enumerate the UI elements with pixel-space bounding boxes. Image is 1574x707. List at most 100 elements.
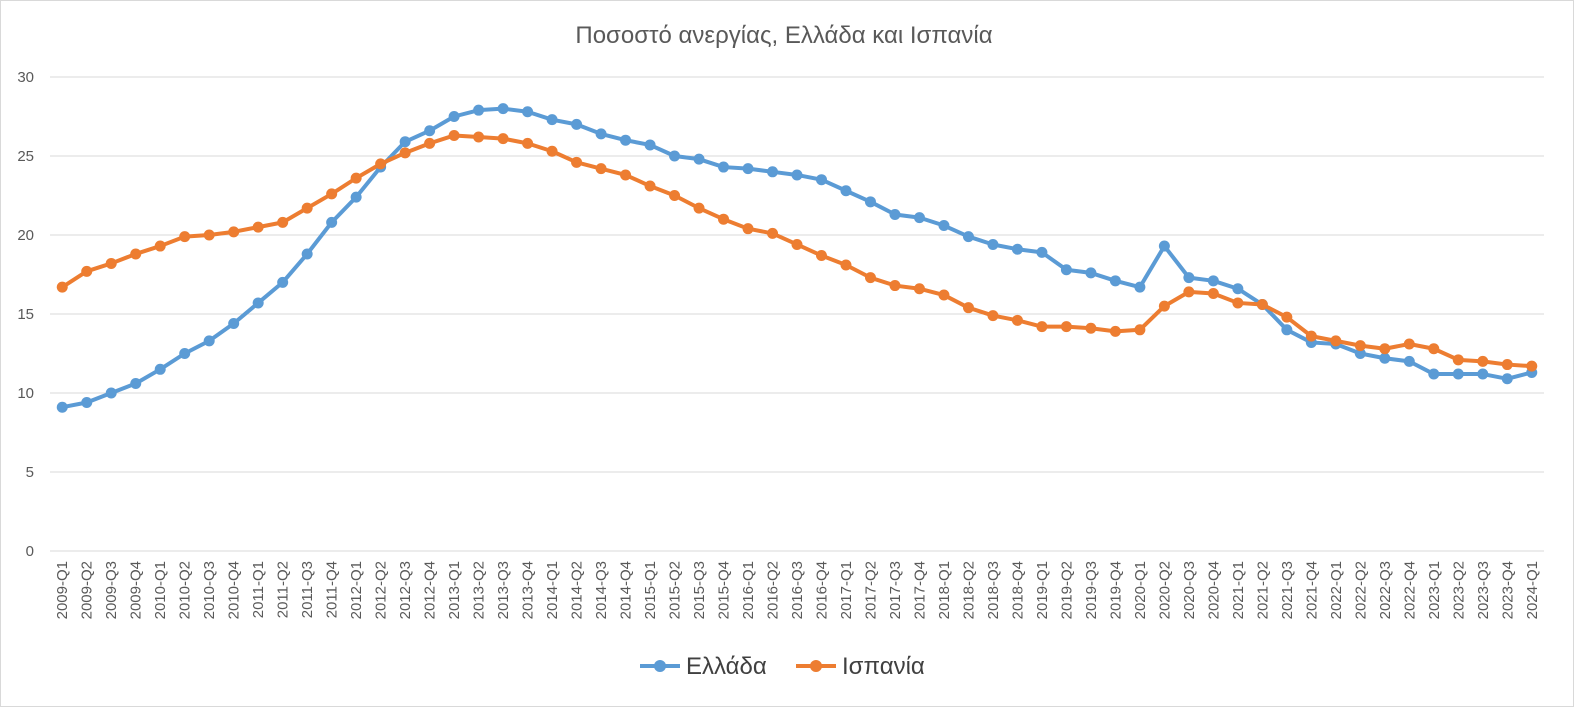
data-point (522, 137, 534, 149)
data-point (522, 106, 534, 118)
data-point (252, 297, 264, 309)
legend-item-2: Ισπανία (796, 653, 925, 680)
x-tick-label: 2018-Q4 (1009, 561, 1026, 619)
data-point (1379, 352, 1391, 364)
series-layer (56, 103, 1538, 413)
data-point (326, 188, 338, 200)
data-point (301, 248, 313, 260)
data-point (669, 150, 681, 162)
data-point (1428, 343, 1440, 355)
data-point (473, 131, 485, 143)
x-tick-label: 2020-Q2 (1156, 561, 1173, 619)
data-point (1134, 281, 1146, 293)
x-tick-label: 2023-Q4 (1499, 561, 1516, 619)
x-tick-label: 2013-Q2 (471, 561, 488, 619)
x-tick-label: 2024-Q1 (1524, 561, 1541, 619)
x-tick-label: 2018-Q2 (960, 561, 977, 619)
data-point (693, 202, 705, 214)
data-point (130, 378, 142, 390)
data-point (864, 272, 876, 284)
x-tick-label: 2013-Q3 (495, 561, 512, 619)
data-point (718, 213, 730, 225)
data-point (448, 111, 460, 122)
data-point (840, 259, 852, 271)
x-tick-label: 2020-Q3 (1181, 561, 1198, 619)
x-tick-label: 2021-Q3 (1279, 561, 1296, 619)
data-point (913, 212, 925, 224)
x-tick-label: 2018-Q1 (936, 561, 953, 619)
legend-label: Ισπανία (842, 653, 925, 680)
data-point (1207, 287, 1219, 299)
x-tick-label: 2015-Q1 (642, 561, 659, 619)
y-tick-label: 25 (17, 148, 34, 165)
data-point (326, 216, 338, 228)
data-point (179, 231, 191, 243)
x-tick-label: 2018-Q3 (985, 561, 1002, 619)
data-point (1403, 355, 1415, 367)
data-point (56, 281, 68, 293)
data-point (987, 310, 999, 322)
data-point (1354, 348, 1366, 359)
data-point (424, 137, 436, 149)
x-tick-label: 2022-Q1 (1328, 561, 1345, 619)
series-2 (56, 129, 1538, 372)
data-point (301, 202, 313, 214)
chart-title: Ποσοστό ανεργίας, Ελλάδα και Ισπανία (575, 22, 992, 49)
data-point (1330, 335, 1342, 347)
x-tick-label: 2012-Q1 (348, 561, 365, 619)
legend: Ελλάδα Ισπανία (640, 653, 925, 680)
x-tick-label: 2016-Q3 (789, 561, 806, 619)
x-tick-label: 2011-Q4 (324, 561, 341, 618)
data-point (252, 221, 264, 233)
data-point (1452, 368, 1464, 380)
x-tick-label: 2021-Q2 (1254, 561, 1271, 619)
data-point (791, 169, 803, 181)
data-point (742, 223, 754, 235)
x-tick-label: 2011-Q3 (299, 561, 316, 618)
data-point (620, 134, 632, 146)
x-tick-label: 2012-Q4 (422, 561, 439, 619)
data-point (1256, 299, 1268, 311)
data-point (1011, 314, 1023, 326)
x-tick-label: 2016-Q4 (813, 561, 830, 619)
data-point (571, 156, 583, 168)
data-point (105, 387, 117, 399)
legend-swatch-marker (654, 660, 666, 672)
x-tick-label: 2014-Q1 (544, 561, 561, 619)
data-point (1085, 267, 1097, 279)
data-point (424, 125, 436, 137)
data-point (350, 172, 362, 184)
data-point (1036, 321, 1048, 333)
x-tick-label: 2014-Q3 (593, 561, 610, 619)
x-tick-label: 2023-Q3 (1475, 561, 1492, 619)
data-point (571, 118, 583, 130)
data-point (277, 276, 289, 288)
data-point (1379, 343, 1391, 355)
data-point (1501, 373, 1513, 385)
data-point (203, 335, 215, 347)
data-point (962, 231, 974, 243)
data-point (644, 180, 656, 192)
y-tick-label: 5 (26, 464, 34, 481)
data-point (473, 104, 485, 116)
data-point (938, 289, 950, 301)
data-point (1183, 286, 1195, 298)
y-tick-label: 20 (17, 227, 34, 244)
x-tick-label: 2023-Q2 (1450, 561, 1467, 619)
x-axis: 2009-Q1 2009-Q2 2009-Q3 2009-Q4 2010-Q1 2010-… (54, 561, 1541, 619)
series-1 (56, 103, 1538, 413)
data-point (1477, 368, 1489, 380)
data-point (1281, 311, 1293, 323)
y-tick-label: 0 (26, 543, 34, 560)
data-point (1477, 355, 1489, 367)
x-tick-label: 2019-Q4 (1107, 561, 1124, 619)
x-tick-label: 2019-Q1 (1034, 561, 1051, 619)
data-point (815, 174, 827, 186)
data-point (277, 216, 289, 228)
x-tick-label: 2020-Q4 (1205, 561, 1222, 619)
x-tick-label: 2010-Q2 (177, 561, 194, 619)
x-tick-label: 2014-Q4 (618, 561, 635, 619)
data-point (154, 363, 166, 375)
